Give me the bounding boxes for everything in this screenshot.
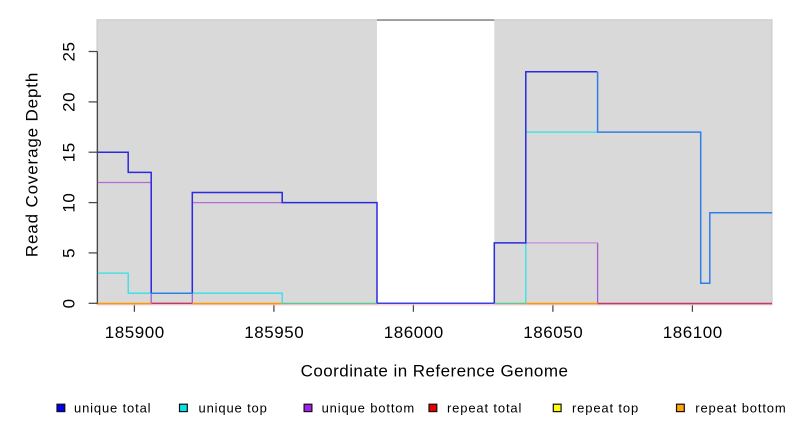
svg-text:unique top: unique top (199, 400, 268, 415)
svg-text:186100: 186100 (663, 323, 723, 342)
svg-text:185900: 185900 (105, 323, 165, 342)
svg-text:Coordinate in Reference Genome: Coordinate in Reference Genome (301, 362, 569, 381)
svg-text:unique bottom: unique bottom (322, 400, 415, 415)
svg-text:185950: 185950 (244, 323, 304, 342)
svg-text:186000: 186000 (384, 323, 444, 342)
svg-text:5: 5 (60, 248, 79, 258)
svg-text:repeat top: repeat top (572, 400, 639, 415)
svg-text:unique total: unique total (74, 400, 151, 415)
svg-text:186050: 186050 (523, 323, 583, 342)
svg-text:15: 15 (60, 142, 79, 162)
svg-text:25: 25 (60, 41, 79, 61)
svg-text:10: 10 (60, 193, 79, 213)
svg-text:repeat bottom: repeat bottom (695, 400, 786, 415)
svg-text:0: 0 (60, 298, 79, 308)
svg-text:repeat total: repeat total (447, 400, 522, 415)
svg-text:20: 20 (60, 92, 79, 112)
svg-text:Read Coverage Depth: Read Coverage Depth (22, 72, 41, 257)
